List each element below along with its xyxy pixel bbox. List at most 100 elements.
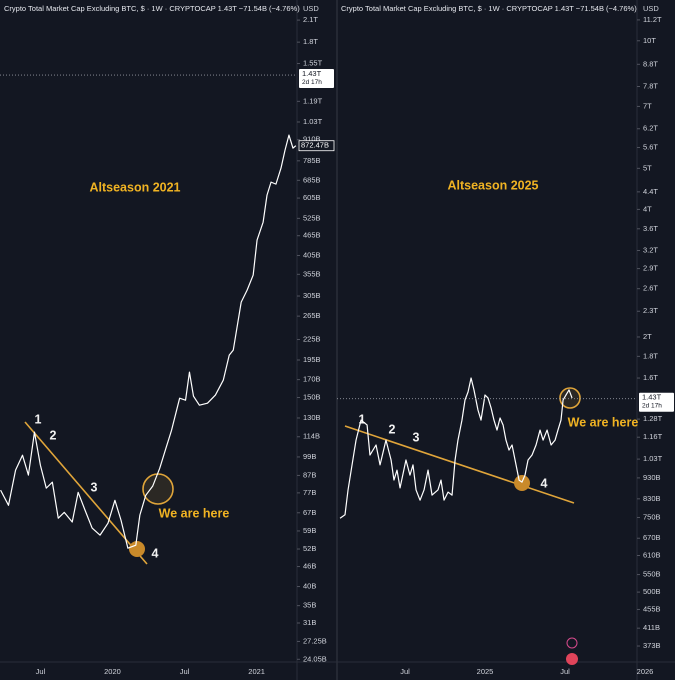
price-line [339, 377, 573, 519]
y-tick-label: 225B [303, 335, 321, 344]
trend-line [24, 421, 148, 565]
y-tick-label: 2T [643, 332, 652, 341]
y-tick-label: 500B [643, 587, 661, 596]
y-tick-label: 59B [303, 526, 316, 535]
y-tick-label: 10T [643, 36, 656, 45]
y-tick-label: 1.16T [643, 432, 663, 441]
annotations-right: Altseason 2025 We are here 1 2 3 4 [344, 178, 639, 504]
alert-icon[interactable] [566, 637, 578, 649]
low-point [514, 475, 530, 491]
x-tick-label: 2026 [637, 667, 654, 676]
x-tick-label: Jul [400, 667, 410, 676]
y-tick-label: 1.03T [643, 454, 663, 463]
toolbar-icons[interactable] [566, 637, 578, 665]
y-tick-label: 610B [643, 550, 661, 559]
y-tick-label: 5.6T [643, 142, 658, 151]
y-tick-label: 87B [303, 470, 316, 479]
y-tick-label: 6.2T [643, 124, 658, 133]
y-tick-label: 1.8T [303, 37, 318, 46]
y-tick-label: 5T [643, 163, 652, 172]
wave-label: 2 [389, 422, 396, 436]
y-tick-label: 1.6T [643, 373, 658, 382]
x-tick-label: Jul [180, 667, 190, 676]
y-tick-label: 785B [303, 156, 321, 165]
x-tick-label: Jul [560, 667, 570, 676]
y-tick-label: 830B [643, 494, 661, 503]
low-point [129, 541, 145, 557]
y-tick-label: 265B [303, 311, 321, 320]
y-tick-label: 4T [643, 204, 652, 213]
y-tick-label: 750B [643, 512, 661, 521]
y-tick-label: 1.19T [303, 96, 323, 105]
y-tick-label: 7T [643, 101, 652, 110]
wave-label: 1 [359, 412, 366, 426]
price-box [639, 392, 674, 412]
price-box [299, 69, 334, 89]
y-tick-label: 465B [303, 231, 321, 240]
y-tick-label: 7.8T [643, 81, 658, 90]
price-box-label: 1.43T [642, 393, 662, 402]
wave-label: 3 [91, 480, 98, 494]
y-tick-label: 411B [643, 623, 660, 632]
highlight-circle [142, 473, 174, 505]
y-tick-label: 685B [303, 175, 321, 184]
y-tick-label: 195B [303, 355, 321, 364]
y-tick-label: 1.03T [303, 117, 323, 126]
y-tick-label: 550B [643, 570, 661, 579]
y-tick-label: 130B [303, 413, 321, 422]
wave-label: 4 [152, 546, 159, 560]
x-tick-label: Jul [36, 667, 46, 676]
y-tick-label: 455B [643, 604, 661, 613]
y-tick-label: 1.55T [303, 59, 323, 68]
annotation-label: Altseason 2025 [447, 178, 538, 192]
flag-icon[interactable] [566, 653, 578, 665]
y-tick-label: 8.8T [643, 59, 658, 68]
y-tick-label: 405B [303, 250, 321, 259]
chart-header: Crypto Total Market Cap Excluding BTC, $… [341, 4, 637, 13]
wave-label: 3 [413, 430, 420, 444]
annotations-left: Altseason 2021 We are here 1 2 3 4 [24, 180, 229, 565]
marker-label: We are here [568, 415, 639, 429]
y-tick-label: 2.9T [643, 264, 658, 273]
y-tick-label: 52B [303, 544, 316, 553]
y-tick-label: 40B [303, 582, 316, 591]
y-tick-label: 46B [303, 562, 316, 571]
annotation-label: Altseason 2021 [89, 180, 180, 194]
y-tick-label: 2.3T [643, 306, 658, 315]
y-tick-label: 910B [303, 135, 321, 144]
x-tick-label: 2020 [104, 667, 121, 676]
y-tick-label: 670B [643, 533, 661, 542]
y-tick-label: 4.4T [643, 187, 658, 196]
y-tick-label: 27.25B [303, 636, 327, 645]
wave-label: 1 [35, 412, 42, 426]
y-tick-label: 373B [643, 641, 661, 650]
chart-header: Crypto Total Market Cap Excluding BTC, $… [4, 4, 300, 13]
y-tick-label: 2.6T [643, 284, 658, 293]
y-tick-label: 1.8T [643, 351, 658, 360]
last-value-box [298, 140, 335, 152]
y-tick-label: 31B [303, 618, 316, 627]
y-tick-label: 525B [303, 213, 321, 222]
countdown-label: 2d 17h [642, 402, 662, 409]
wave-label: 2 [50, 428, 57, 442]
y-tick-label: 11.2T [643, 15, 662, 24]
y-tick-label: 605B [303, 193, 321, 202]
y-tick-label: 99B [303, 452, 316, 461]
y-tick-label: 150B [303, 393, 321, 402]
last-value-label: 872.47B [301, 141, 329, 150]
x-tick-label: 2021 [248, 667, 265, 676]
highlight-circle [559, 387, 581, 409]
axis-unit: USD [643, 4, 659, 13]
trend-line [344, 425, 575, 504]
y-tick-label: 305B [303, 291, 321, 300]
y-tick-label: 77B [303, 488, 316, 497]
countdown-label: 2d 17h [302, 79, 322, 86]
y-tick-label: 930B [643, 473, 661, 482]
y-tick-label: 170B [303, 375, 321, 384]
price-line [0, 134, 297, 549]
y-tick-label: 67B [303, 508, 316, 517]
y-tick-label: 355B [303, 269, 321, 278]
wave-label: 4 [541, 476, 548, 490]
y-tick-label: 2.1T [303, 15, 318, 24]
